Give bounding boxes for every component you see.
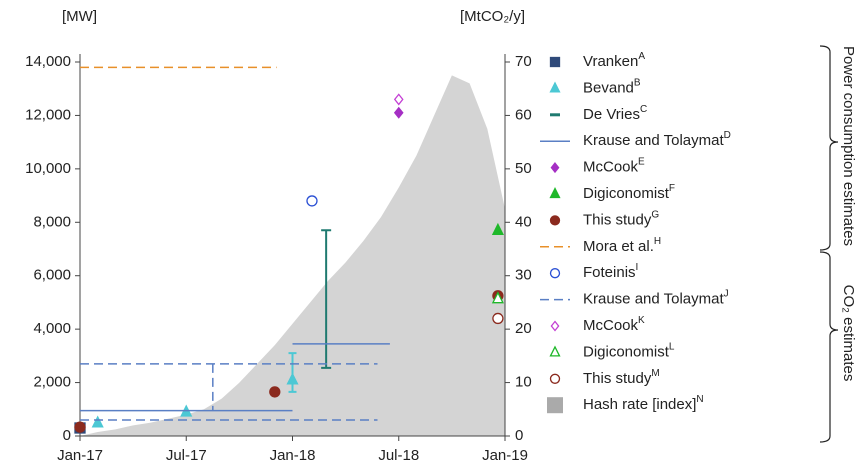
y-tick-label: 12,000 [25,106,71,123]
y-tick-label: 4,000 [33,320,71,337]
legend-label: VrankenA [583,51,645,70]
legend-note: B [634,77,641,88]
y-axis-label: [MW] [62,8,97,25]
plot: 0 2,000 4,000 6,000 8,000 10,000 12,000 14,000 0… [25,53,532,464]
legend-note: J [724,288,729,299]
marker [306,195,318,207]
marker [286,372,299,385]
legend-label: Hash rate [index]N [583,394,704,413]
y2-tick-label: 30 [515,267,532,284]
y-tick-label: 8,000 [33,213,71,230]
legend-label: De VriesC [583,103,647,122]
legend-note: E [638,156,645,167]
legend-marker [549,268,561,279]
group-label: Power consumption estimates [840,46,857,246]
legend-label: Krause and TolaymatD [583,130,731,149]
x-tick-label: Jan-18 [270,447,316,464]
legend-name: Krause and Tolaymat [583,291,724,308]
legend-label: DigiconomistF [583,183,675,202]
x-tick-label: Jul-18 [378,447,419,464]
legend-marker [550,162,560,174]
marker [269,386,281,398]
legend-marker [549,81,561,93]
bracket [819,45,839,251]
legend-name: McCook [583,317,639,334]
marker [491,222,504,235]
legend-label: DigiconomistL [583,341,675,360]
y2-tick-label: 60 [515,106,532,123]
legend-name: Digiconomist [583,185,670,202]
area [80,75,505,436]
legend-swatch [547,397,563,414]
y2-tick-label: 20 [515,320,532,337]
range-bar [321,229,332,369]
legend-label: BevandB [583,77,641,96]
legend-note: N [696,394,703,405]
y-tick-label: 2,000 [33,374,71,391]
y2-tick-label: 40 [515,213,532,230]
marker [393,93,404,106]
y2-tick-label: 10 [515,374,532,391]
legend-name: Mora et al. [583,238,654,255]
y2-tick-label: 70 [515,53,532,70]
legend-name: De Vries [583,106,640,123]
legend-marker [549,345,561,357]
legend-label: Mora et al.H [583,235,661,254]
x-tick-label: Jan-17 [57,447,103,464]
y-tick-label: 0 [63,427,71,444]
marker [74,421,86,433]
legend-note: M [651,367,659,378]
marker [393,106,404,119]
marker [91,415,104,428]
legend-marker [549,373,561,384]
legend-name: McCook [583,159,639,176]
legend-label: FoteinisI [583,262,638,281]
y-tick-label: 6,000 [33,267,71,284]
legend-name: Foteinis [583,264,636,281]
legend-name: Digiconomist [583,343,670,360]
legend-note: D [724,130,731,141]
legend-note: H [654,235,661,246]
legend-label: McCookE [583,156,645,175]
legend-marker [549,56,561,68]
legend-note: C [640,103,647,114]
legend-note: L [669,341,675,352]
y-tick-label: 14,000 [25,53,71,70]
legend-name: This study [583,370,652,387]
legend-note: I [636,262,639,273]
legend-marker [549,187,561,199]
legend-label: This studyM [583,367,660,386]
y2-tick-label: 0 [515,427,523,444]
legend-name: Bevand [583,79,634,96]
legend-note: A [638,51,645,62]
y-tick-label: 10,000 [25,160,71,177]
x-tick-label: Jan-19 [482,447,528,464]
legend-label: McCookK [583,315,645,334]
legend-marker [550,320,560,332]
legend-marker [549,215,561,226]
legend-label: Krause and TolaymatJ [583,288,729,307]
legend-name: Vranken [583,53,638,70]
legend-note: F [669,183,675,194]
legend-name: Hash rate [index] [583,396,696,413]
legend-name: This study [583,211,652,228]
marker [492,312,504,325]
x-tick-label: Jul-17 [166,447,207,464]
y2-axis-label: [MtCO₂/y] [460,8,525,25]
legend-note: G [651,209,659,220]
legend-note: K [638,315,645,326]
marker [491,291,504,304]
legend-name: Krause and Tolaymat [583,132,724,149]
bracket [819,251,839,443]
legend-label: This studyG [583,209,659,228]
group-label: CO₂ estimates [840,285,857,382]
y2-tick-label: 50 [515,160,532,177]
